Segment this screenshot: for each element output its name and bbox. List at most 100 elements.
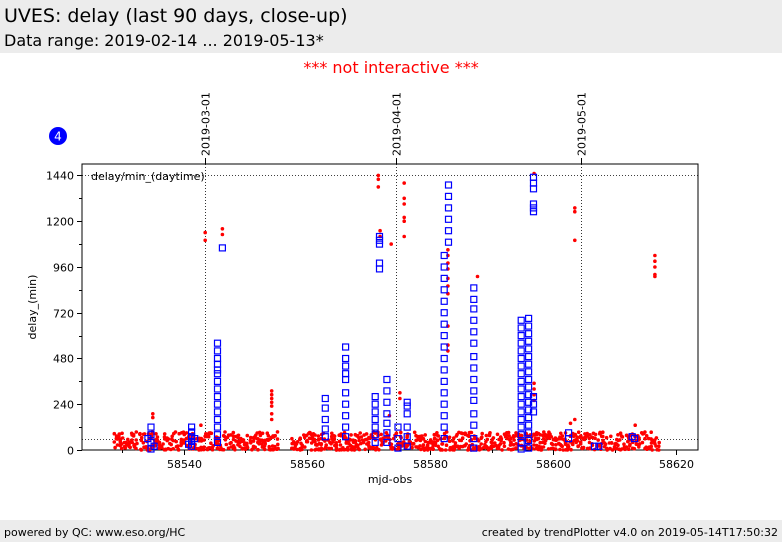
blue-data-point (440, 320, 448, 328)
red-data-point (622, 442, 626, 447)
red-data-point (418, 438, 423, 443)
red-data-point (596, 438, 600, 442)
red-data-point (411, 442, 416, 446)
blue-data-point (383, 419, 391, 427)
blue-data-point (517, 431, 525, 439)
red-data-point (423, 439, 428, 444)
red-data-point (460, 436, 465, 440)
red-data-point (498, 442, 503, 446)
red-data-point (269, 389, 274, 393)
red-data-point (637, 443, 641, 447)
blue-data-point (342, 354, 350, 363)
red-data-point (162, 432, 167, 436)
red-data-point (649, 444, 654, 449)
red-data-point (176, 444, 180, 448)
red-data-point (553, 447, 558, 452)
red-data-point (231, 434, 236, 439)
red-data-point (169, 442, 173, 447)
red-data-point (357, 447, 362, 452)
blue-data-point (524, 414, 533, 422)
red-data-point (366, 440, 371, 445)
red-data-point (432, 436, 437, 441)
red-data-point (376, 185, 381, 189)
red-data-point (319, 442, 323, 447)
red-data-point (657, 440, 661, 445)
red-data-point (139, 435, 144, 440)
red-data-point (509, 440, 513, 445)
blue-data-point (213, 415, 222, 424)
blue-data-point (394, 423, 402, 431)
red-data-point (447, 435, 452, 440)
red-data-point (402, 219, 407, 223)
red-data-point (502, 440, 506, 445)
red-data-point (253, 445, 257, 450)
red-data-point (119, 446, 124, 451)
red-data-point (514, 431, 518, 435)
red-data-point (329, 446, 334, 451)
red-data-point (203, 230, 207, 235)
red-data-point (245, 433, 250, 438)
red-data-point (469, 430, 474, 435)
plot-frame (81, 163, 699, 451)
red-data-point (654, 444, 658, 448)
red-data-point (644, 445, 649, 450)
blue-data-point (470, 295, 478, 303)
red-data-point (435, 438, 440, 443)
blue-data-point (342, 375, 350, 384)
red-data-point (440, 448, 445, 452)
red-data-point (134, 438, 138, 442)
red-data-point (628, 442, 632, 447)
red-data-point (550, 442, 555, 447)
blue-data-point (383, 387, 391, 395)
footer-created: created by trendPlotter v4.0 on 2019-05-… (481, 526, 778, 539)
blue-data-point (470, 396, 478, 404)
blue-data-point (470, 305, 478, 313)
y-axis: 0 240 480 720 960 1200 1440 (46, 170, 82, 458)
red-data-point (554, 443, 558, 447)
blue-data-point (213, 438, 222, 446)
red-data-point (118, 439, 123, 443)
red-data-point (576, 444, 580, 448)
blue-data-point (470, 387, 478, 395)
red-data-point (323, 445, 328, 450)
red-data-point (499, 437, 504, 441)
red-data-point (573, 209, 577, 214)
blue-data-point (321, 425, 329, 433)
red-data-point (657, 444, 661, 449)
red-data-point (275, 437, 280, 441)
x-axis: 58540 58560 58580 58600 58620 (122, 450, 694, 471)
red-data-point (138, 432, 142, 436)
blue-data-point (375, 236, 384, 244)
red-data-point (604, 435, 609, 440)
x-tick-label: 58600 (536, 458, 571, 471)
red-data-point (653, 274, 657, 279)
red-data-point (614, 442, 619, 446)
blue-data-point (342, 400, 350, 408)
red-data-point (139, 447, 143, 452)
blue-data-point (564, 435, 573, 443)
blue-data-point (517, 393, 525, 401)
blue-data-point (524, 444, 533, 452)
blue-data-point (342, 433, 350, 441)
red-data-point (134, 446, 138, 451)
blue-data-point (444, 215, 453, 223)
blue-data-point (524, 398, 533, 406)
red-data-point (402, 196, 407, 201)
red-data-point (260, 431, 265, 436)
blue-data-point (371, 415, 379, 424)
red-data-point (113, 445, 117, 450)
red-data-point (199, 423, 203, 428)
blue-data-point (517, 339, 525, 347)
red-data-point (353, 439, 358, 443)
red-data-point (573, 238, 577, 243)
red-data-point (398, 396, 402, 401)
blue-data-point (440, 377, 448, 385)
red-data-point (632, 446, 637, 451)
blue-data-point (371, 423, 379, 431)
red-data-point (357, 438, 362, 443)
red-data-point (419, 447, 423, 452)
red-data-point (514, 446, 519, 450)
blue-data-point (440, 332, 448, 340)
red-data-point (344, 436, 348, 440)
red-data-point (649, 441, 654, 445)
